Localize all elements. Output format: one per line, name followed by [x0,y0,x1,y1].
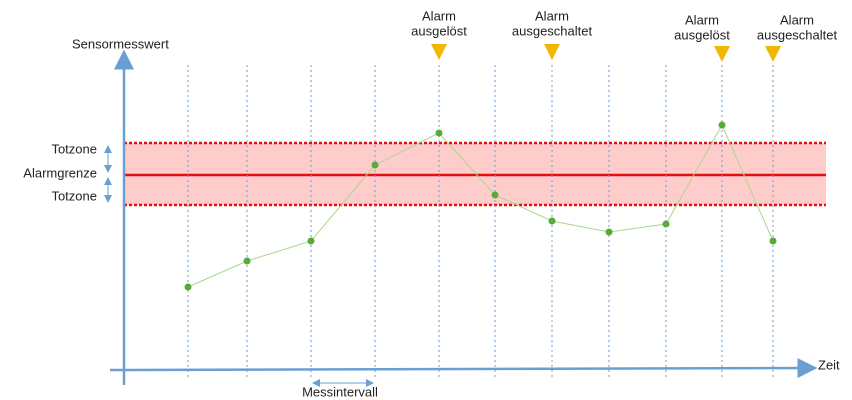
x-axis-label: Zeit [818,357,840,372]
event-label: ausgelöst [674,27,730,42]
alarm-limit-label: Alarmgrenze [23,165,97,180]
alarm-arrows [431,44,781,62]
y-axis-label: Sensormesswert [72,36,169,51]
interval-label: Messintervall [302,384,378,399]
event-label: Alarm [685,12,719,27]
dead-zone-label: Totzone [51,141,97,156]
event-label: ausgeschaltet [512,23,593,38]
interval-lines [187,65,774,380]
event-label: Alarm [535,8,569,23]
event-label: ausgeschaltet [757,27,838,42]
dead-zone-band [124,141,826,207]
x-axis [109,358,818,379]
event-label: Alarm [422,8,456,23]
event-label: Alarm [780,12,814,27]
dead-zone-label: Totzone [51,188,97,203]
sensor-line [184,121,777,291]
event-label: ausgelöst [411,23,467,38]
